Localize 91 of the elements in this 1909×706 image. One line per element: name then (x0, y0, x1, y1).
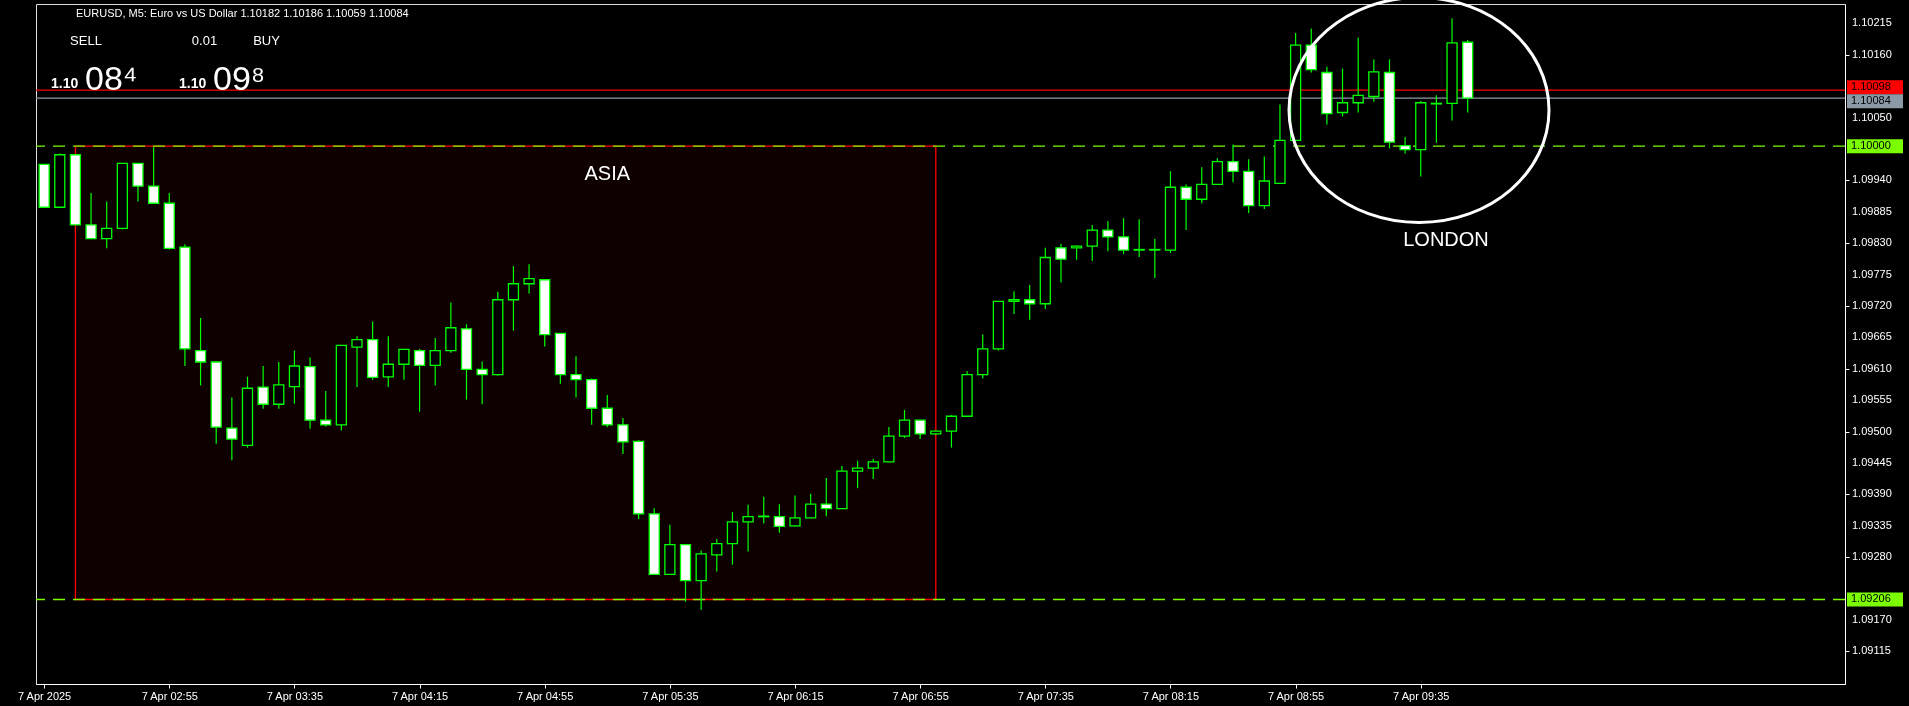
candlestick (257, 365, 269, 410)
candlestick (1149, 238, 1161, 279)
x-tick-label: 7 Apr 02:55 (141, 689, 198, 702)
candlestick (382, 335, 394, 388)
candlestick (226, 396, 238, 461)
y-tick-label: 1.09665 (1852, 330, 1892, 343)
candlestick (898, 409, 911, 439)
candlestick (1352, 37, 1364, 114)
x-tick-label: 7 Apr 05:35 (642, 689, 699, 702)
y-tick-label: 1.10215 (1852, 16, 1892, 29)
candlestick (601, 394, 613, 428)
annotation: BUY (253, 33, 281, 48)
y-tick-label: 1.09555 (1852, 393, 1892, 406)
candlestick (351, 335, 363, 388)
y-tick-label: 1.09280 (1852, 550, 1892, 563)
candlestick (132, 162, 144, 203)
candlestick (85, 192, 97, 240)
candlestick (1336, 67, 1349, 118)
candlestick (413, 348, 426, 413)
annotation: SELL (70, 33, 102, 48)
ref-line-label: 1.10098 (1851, 80, 1891, 93)
candlestick (1211, 157, 1224, 186)
candlestick (805, 493, 817, 519)
y-tick-label: 1.09335 (1852, 518, 1892, 531)
band-label: ASIA (584, 162, 631, 184)
candlestick (273, 361, 285, 410)
annotation: 1.10 09⁸ (179, 59, 266, 97)
candlestick (147, 146, 160, 204)
annotation: 0.01 (191, 33, 218, 48)
y-tick-label: 1.09885 (1852, 204, 1892, 217)
x-tick-label: 7 Apr 08:55 (1267, 689, 1325, 702)
candlestick (726, 511, 739, 566)
ref-line-label: 1.09206 (1851, 592, 1891, 605)
y-tick-label: 1.09775 (1852, 267, 1892, 280)
y-tick-label: 1.09170 (1852, 613, 1892, 626)
candlestick (773, 503, 786, 534)
candlestick (445, 302, 457, 354)
chart-title: EURUSD, M5: Euro vs US Dollar 1.10182 1.10186 1.10059 1.10084 (76, 7, 409, 19)
x-tick-label: 7 Apr 2025 (18, 689, 72, 702)
y-tick-label: 1.10160 (1852, 47, 1892, 60)
candlestick (194, 317, 207, 386)
candlestick (758, 496, 770, 525)
candlestick (1117, 217, 1130, 255)
candlestick (101, 200, 113, 249)
y-tick-label: 1.09390 (1852, 487, 1892, 500)
candlestick (429, 337, 441, 386)
x-tick-label: 7 Apr 03:35 (266, 689, 324, 702)
candlestick (523, 263, 535, 295)
candlestick (1102, 220, 1114, 252)
candlestick (851, 460, 864, 489)
y-tick-label: 1.09830 (1852, 236, 1892, 249)
candlestick (617, 417, 629, 455)
candlestick (1024, 284, 1036, 321)
x-tick-label: 7 Apr 04:15 (391, 689, 449, 702)
x-tick-label: 7 Apr 04:55 (517, 689, 574, 702)
candlestick (711, 538, 723, 573)
candlestick (476, 360, 488, 405)
candlestick (1430, 94, 1443, 144)
y-tick-label: 1.09940 (1852, 173, 1892, 186)
candlestick (742, 504, 754, 553)
candlestick (570, 355, 582, 398)
annotation: LONDON (1403, 228, 1489, 250)
candlestick (1180, 183, 1192, 231)
x-tick-label: 7 Apr 08:15 (1142, 689, 1200, 702)
candlestick (867, 458, 879, 480)
x-tick-label: 7 Apr 06:15 (767, 689, 824, 702)
candlestick (1008, 290, 1020, 315)
y-tick-label: 1.09610 (1852, 361, 1892, 374)
y-tick-label: 1.09445 (1852, 456, 1892, 469)
candlestick (945, 414, 958, 449)
candlestick (914, 419, 926, 440)
ref-line-label: 1.10084 (1851, 94, 1891, 107)
candlestick (1133, 218, 1145, 258)
candlestick (288, 349, 301, 405)
candlestick (1055, 243, 1067, 284)
ref-line-label: 1.10000 (1851, 139, 1891, 152)
candlestick (789, 494, 801, 528)
candlestick (1227, 143, 1239, 183)
y-tick-label: 1.09500 (1852, 424, 1892, 437)
x-tick-label: 7 Apr 06:55 (892, 689, 949, 702)
y-tick-label: 1.10050 (1852, 110, 1892, 123)
candlestick (507, 265, 520, 332)
y-tick-label: 1.09720 (1852, 299, 1892, 312)
candlestick (398, 348, 410, 381)
candlestick (1086, 224, 1098, 262)
x-tick-label: 7 Apr 07:35 (1017, 689, 1074, 702)
candlestick (1399, 136, 1411, 155)
annotation: 1.10 08⁴ (51, 59, 138, 97)
candlestick (1196, 166, 1208, 204)
y-tick-label: 1.09115 (1852, 644, 1891, 657)
x-tick-label: 7 Apr 09:35 (1393, 689, 1450, 702)
